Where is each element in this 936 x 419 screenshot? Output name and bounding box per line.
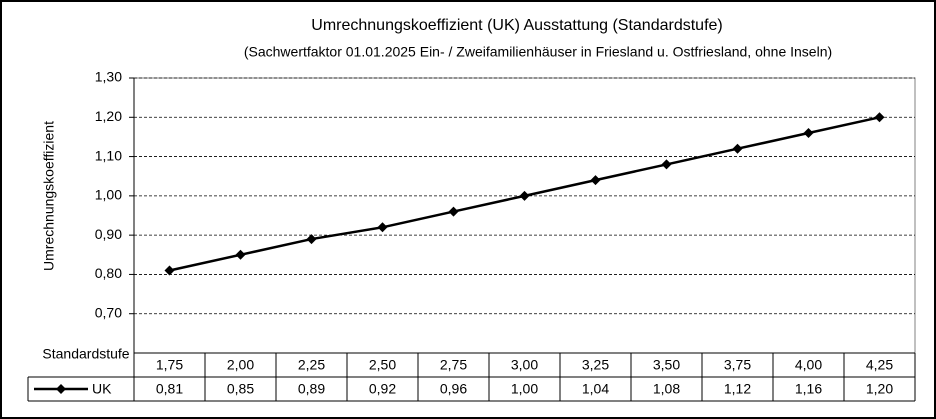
table-value: 1,08 [653,381,680,397]
x-tick-label: 3,00 [511,357,538,373]
marker [732,143,743,154]
table-value: 1,00 [511,381,538,397]
x-axis-label: Standardstufe [42,346,129,362]
y-tick-label: 0,80 [95,265,122,281]
table-value: 1,12 [724,381,751,397]
y-tick-label: 0,90 [95,226,122,242]
marker [448,206,459,217]
x-tick-label: 4,00 [795,357,822,373]
table-value: 0,85 [227,381,254,397]
marker [874,112,885,123]
marker [519,190,530,201]
x-tick-label: 1,75 [156,357,183,373]
table-value: 1,20 [866,381,893,397]
y-tick-label: 1,20 [95,108,122,124]
x-tick-label: 4,25 [866,357,893,373]
x-tick-label: 2,25 [298,357,325,373]
marker [164,265,175,276]
x-tick-label: 2,00 [227,357,254,373]
marker [590,175,601,186]
chart-title: Umrechnungskoeffizient (UK) Ausstattung … [311,17,722,34]
chart-subtitle: (Sachwertfaktor 01.01.2025 Ein- / Zweifa… [244,44,832,60]
y-tick-label: 1,00 [95,187,122,203]
marker [235,249,246,260]
table-value: 1,04 [582,381,609,397]
table-value: 1,16 [795,381,822,397]
table-value: 0,96 [440,381,467,397]
x-tick-label: 3,75 [724,357,751,373]
x-tick-label: 2,75 [440,357,467,373]
x-tick-label: 3,50 [653,357,680,373]
table-value: 0,89 [298,381,325,397]
marker [377,222,388,233]
y-tick-label: 1,10 [95,147,122,163]
y-tick-label: 0,70 [95,304,122,320]
marker [661,159,672,170]
legend-marker [56,384,66,394]
y-tick-label: 1,30 [95,69,122,85]
marker [306,234,317,245]
table-value: 0,81 [156,381,183,397]
x-tick-label: 3,25 [582,357,609,373]
y-axis-label: Umrechnungskoeffizient [41,121,57,271]
marker [803,128,814,138]
table-value: 0,92 [369,381,396,397]
x-tick-label: 2,50 [369,357,396,373]
legend-label: UK [92,381,112,397]
